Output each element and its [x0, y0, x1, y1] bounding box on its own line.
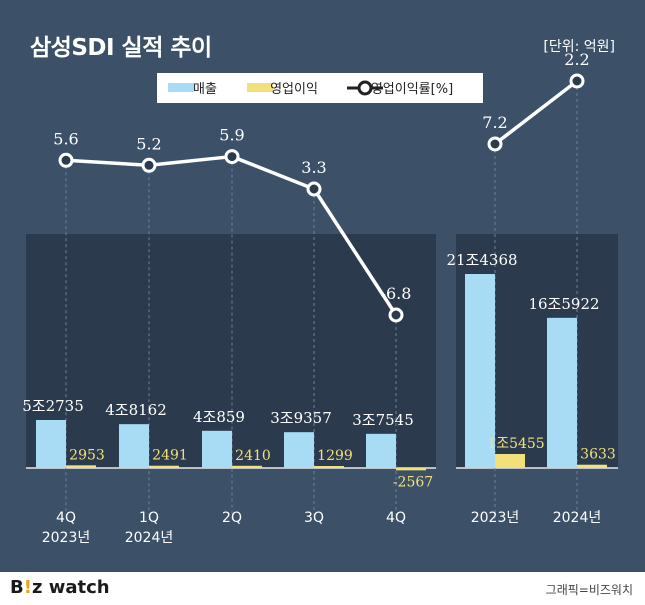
logo-text-2: z watch: [31, 577, 110, 598]
q-rate-label-2: 5.9: [219, 126, 244, 145]
a-rate-label-0: 7.2: [482, 113, 507, 132]
a-rate-line: [493, 79, 579, 146]
q-op-label-4: -2567: [393, 474, 433, 490]
q-rate-marker-3: [306, 181, 322, 197]
a-op-bar-0: [495, 454, 525, 468]
a-rate-label-1: 2.2: [564, 50, 589, 69]
a-op-label-0: 1조5455: [487, 436, 544, 452]
q-rate-marker-4: [388, 307, 404, 323]
q-op-bar-2: [232, 465, 262, 468]
chart-title: 삼성SDI 실적 추이: [30, 35, 212, 61]
q-op-label-0: 2953: [69, 447, 105, 463]
a-revenue-label-1: 16조5922: [528, 295, 599, 313]
q-op-label-3: 1299: [317, 448, 353, 464]
q-op-bar-4: [396, 468, 426, 471]
q-revenue-bar-3: [284, 432, 314, 468]
q-op-bar-3: [314, 466, 344, 468]
a-category-label-1-0: 2024년: [553, 510, 602, 526]
legend-label-1: 영업이익: [270, 82, 318, 97]
q-revenue-label-0: 5조2735: [22, 397, 84, 415]
a-revenue-bar-1: [547, 317, 577, 468]
q-rate-marker-0: [58, 152, 74, 168]
q-category-label-0-1: 2023년: [42, 530, 91, 546]
a-rate-marker-1: [569, 73, 585, 89]
q-rate-marker-1: [141, 157, 157, 173]
q-rate-label-4: -6.8: [381, 284, 412, 303]
q-revenue-label-3: 3조9357: [270, 409, 332, 427]
q-op-bar-0: [66, 465, 96, 468]
a-op-label-1: 3633: [580, 447, 616, 463]
a-rate-marker-0: [487, 136, 503, 152]
chart-svg: 매출 영업이익 영업이익률[%] 5조2735 2953 4Q 2023년 4조8162 249…: [22, 50, 618, 546]
q-category-label-2-0: 2Q: [222, 510, 242, 526]
q-category-label-3-0: 3Q: [304, 510, 324, 526]
q-rate-label-0: 5.6: [53, 129, 78, 148]
q-op-label-2: 2410: [235, 448, 271, 464]
q-category-label-0-0: 4Q: [56, 510, 76, 526]
a-revenue-label-0: 21조4368: [446, 251, 517, 269]
q-revenue-label-1: 4조8162: [105, 401, 167, 419]
q-op-bar-1: [149, 465, 179, 468]
legend-label-0: 매출: [193, 82, 217, 97]
a-op-bar-1: [577, 464, 607, 468]
legend-swatch-0: [168, 83, 194, 92]
q-revenue-bar-0: [36, 420, 66, 468]
legend-swatch-1: [247, 83, 273, 92]
q-revenue-bar-2: [202, 430, 232, 468]
a-revenue-bar-0: [465, 274, 495, 468]
q-rate-label-3: 3.3: [301, 158, 326, 177]
q-revenue-bar-4: [366, 433, 396, 468]
q-revenue-bar-1: [119, 424, 149, 468]
q-revenue-label-2: 4조859: [193, 408, 245, 426]
graphic-credit: 그래픽=비즈워치: [545, 583, 633, 597]
logo-text-1: B: [10, 577, 24, 598]
q-rate-marker-2: [224, 149, 240, 165]
q-revenue-label-4: 3조7545: [352, 411, 414, 429]
legend-label-2: 영업이익률[%]: [371, 82, 453, 97]
q-rate-label-1: 5.2: [136, 134, 161, 153]
legend-box: [157, 73, 483, 103]
q-category-label-1-1: 2024년: [125, 530, 174, 546]
logo-accent: !: [23, 577, 32, 598]
q-op-label-1: 2491: [152, 448, 188, 464]
bizwatch-logo: B!z watch: [10, 577, 110, 598]
footer: B!z watch 그래픽=비즈워치: [0, 572, 645, 605]
unit-label: [단위: 억원]: [543, 39, 615, 55]
a-category-label-0-0: 2023년: [471, 510, 520, 526]
q-category-label-4-0: 4Q: [386, 510, 406, 526]
legend-marker-swatch: [357, 80, 373, 96]
q-category-label-1-0: 1Q: [139, 510, 159, 526]
